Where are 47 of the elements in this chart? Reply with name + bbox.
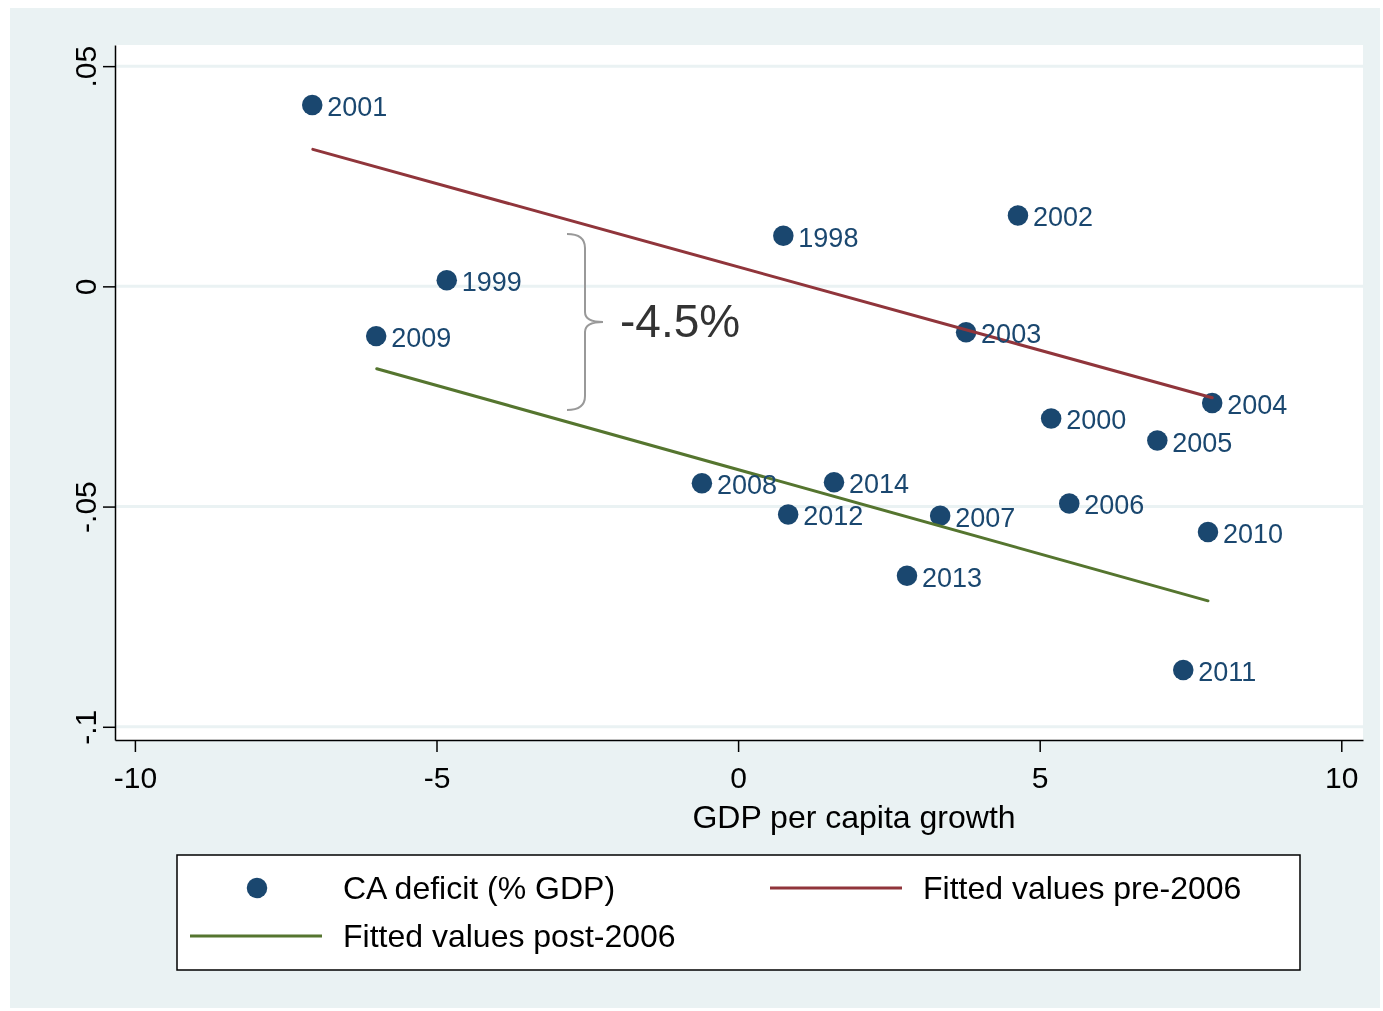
annotation: 2013 bbox=[921, 562, 983, 593]
annotation: 2009 bbox=[391, 323, 452, 354]
legend-label: Fitted values post-2006 bbox=[343, 918, 676, 954]
point bbox=[1040, 408, 1062, 429]
annotation: 2011 bbox=[1198, 656, 1257, 687]
point bbox=[1059, 493, 1080, 514]
point bbox=[691, 473, 713, 494]
y-tick-label: 0 bbox=[68, 278, 102, 296]
x-tick-label: -10 bbox=[113, 761, 158, 794]
point bbox=[1173, 659, 1194, 681]
annotation: 2001 bbox=[327, 91, 388, 122]
annotation: 2010 bbox=[1222, 519, 1284, 550]
annotation: 2000 bbox=[1066, 405, 1127, 436]
point bbox=[365, 325, 387, 347]
point bbox=[929, 505, 951, 527]
point bbox=[1201, 392, 1223, 414]
y-tick-label: -.1 bbox=[68, 709, 102, 745]
y-tick-label: .05 bbox=[68, 45, 102, 88]
annotation: 2003 bbox=[981, 319, 1042, 350]
annotation: -4.5% bbox=[620, 295, 741, 347]
x-tick-label: -5 bbox=[423, 761, 451, 794]
annotation: 2006 bbox=[1084, 490, 1145, 521]
annotation: 2008 bbox=[716, 470, 777, 501]
y-tick-label: -.05 bbox=[68, 481, 102, 533]
x-axis-title: GDP per capita growth bbox=[692, 799, 1016, 835]
x-tick-label: 10 bbox=[1325, 761, 1359, 794]
point bbox=[777, 504, 799, 525]
annotation: 2004 bbox=[1227, 390, 1288, 421]
annotation: 1999 bbox=[461, 267, 522, 298]
legend-label: Fitted values pre-2006 bbox=[923, 870, 1242, 906]
annotation: 2014 bbox=[849, 469, 910, 500]
point bbox=[773, 225, 794, 246]
x-tick-label: 0 bbox=[730, 761, 747, 794]
annotation: 1998 bbox=[798, 222, 859, 253]
annotation: 2005 bbox=[1172, 427, 1233, 458]
annotation: 2002 bbox=[1032, 202, 1094, 233]
point bbox=[1007, 205, 1029, 226]
legend-label: CA deficit (% GDP) bbox=[343, 870, 616, 906]
x-tick-label: 5 bbox=[1031, 761, 1049, 794]
point bbox=[301, 94, 323, 116]
point bbox=[823, 472, 845, 493]
point bbox=[1147, 430, 1168, 451]
annotation: 2012 bbox=[803, 501, 864, 532]
point bbox=[1197, 521, 1219, 543]
point bbox=[896, 565, 918, 586]
annotation: 2007 bbox=[955, 502, 1016, 533]
point bbox=[436, 269, 457, 291]
